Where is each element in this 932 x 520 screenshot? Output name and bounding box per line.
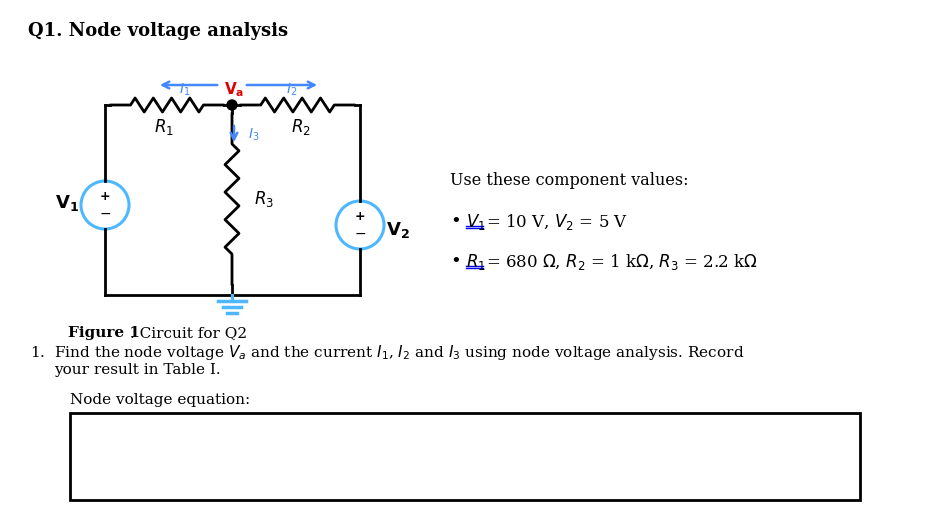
Text: $R_3$: $R_3$ [254, 189, 274, 209]
Text: $I_2$: $I_2$ [286, 82, 297, 98]
Text: your result in Table I.: your result in Table I. [54, 363, 221, 377]
Text: 1.  Find the node voltage $V_a$ and the current $I_1$, $I_2$ and $I_3$ using nod: 1. Find the node voltage $V_a$ and the c… [30, 343, 745, 362]
Text: $V_1$: $V_1$ [466, 212, 486, 232]
Text: = 10 V, $V_2$ = 5 V: = 10 V, $V_2$ = 5 V [486, 212, 628, 232]
Text: $R_1$: $R_1$ [154, 117, 173, 137]
Text: $R_2$: $R_2$ [291, 117, 311, 137]
Text: Q1. Node voltage analysis: Q1. Node voltage analysis [28, 22, 288, 40]
Text: . Circuit for Q2: . Circuit for Q2 [130, 326, 247, 340]
Text: $\mathbf{V_1}$: $\mathbf{V_1}$ [55, 193, 79, 213]
Text: $\mathbf{V_a}$: $\mathbf{V_a}$ [224, 81, 244, 99]
Text: $\mathbf{V_2}$: $\mathbf{V_2}$ [386, 220, 410, 240]
Text: Node voltage equation:: Node voltage equation: [70, 393, 251, 407]
Text: Figure 1: Figure 1 [68, 326, 140, 340]
Text: +: + [355, 210, 365, 223]
Text: •: • [450, 252, 460, 270]
Text: $I_3$: $I_3$ [248, 127, 259, 143]
Text: = 680 $\Omega$, $R_2$ = 1 k$\Omega$, $R_3$ = 2.2 k$\Omega$: = 680 $\Omega$, $R_2$ = 1 k$\Omega$, $R_… [486, 252, 758, 272]
Text: Use these component values:: Use these component values: [450, 172, 689, 189]
Text: $I_1$: $I_1$ [179, 82, 191, 98]
Text: $R_1$: $R_1$ [466, 252, 486, 272]
Circle shape [227, 100, 237, 110]
Text: +: + [100, 189, 110, 202]
Text: •: • [450, 212, 460, 230]
Text: −: − [354, 227, 366, 241]
Bar [70, 413, 860, 500]
Text: −: − [99, 207, 111, 221]
